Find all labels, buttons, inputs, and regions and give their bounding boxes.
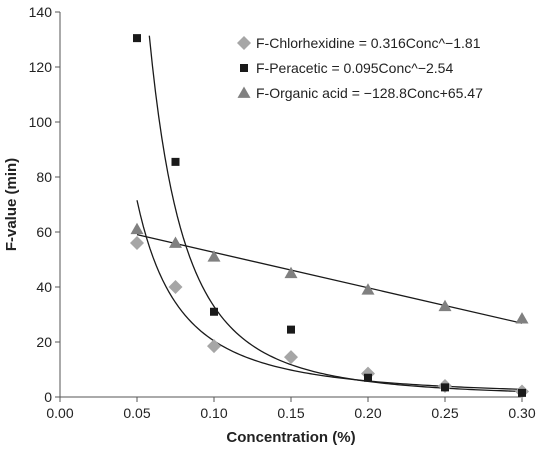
data-point-square	[518, 388, 526, 397]
fit-line-square	[148, 35, 523, 393]
data-point-square	[171, 157, 180, 166]
data-point-diamond	[207, 339, 221, 354]
data-point-square	[287, 325, 295, 334]
x-tick-label: 0.30	[508, 405, 535, 421]
data-point-triangle	[361, 283, 375, 295]
data-points	[130, 34, 529, 399]
data-point-square	[210, 307, 218, 316]
x-tick-label: 0.10	[200, 405, 227, 421]
y-tick-label: 0	[44, 389, 52, 405]
data-point-triangle	[130, 222, 144, 235]
x-tick-label: 0.05	[123, 405, 150, 421]
data-point-triangle	[515, 312, 529, 324]
data-point-square	[364, 373, 372, 382]
data-point-triangle	[438, 299, 452, 312]
y-tick-label: 40	[36, 279, 52, 295]
data-point-square	[441, 383, 449, 392]
x-axis-title: Concentration (%)	[226, 429, 355, 446]
y-tick-label: 140	[29, 4, 53, 20]
legend-label: F-Peracetic = 0.095Conc^−2.54	[256, 60, 453, 76]
y-tick-label: 80	[36, 169, 52, 185]
data-point-triangle	[284, 266, 298, 279]
legend: F-Chlorhexidine = 0.316Conc^−1.81 F-Perac…	[237, 35, 483, 101]
y-tick-label: 120	[29, 59, 53, 75]
fit-lines	[136, 35, 523, 393]
y-tick-label: 100	[29, 114, 53, 130]
legend-marker-square	[240, 64, 248, 72]
legend-marker-diamond	[237, 36, 251, 50]
axes: 0 20 40 60 80 100 120 140 0.00 0.05 0.10 0.15 0.20 0.…	[3, 4, 536, 446]
data-point-square	[133, 34, 141, 43]
y-axis-title: F-value (min)	[3, 158, 20, 251]
data-point-triangle	[169, 236, 182, 248]
x-tick-label: 0.25	[431, 405, 458, 421]
x-tick-label: 0.00	[46, 405, 73, 421]
x-tick-label: 0.20	[354, 405, 381, 421]
y-tick-label: 20	[36, 334, 52, 350]
y-tick-label: 60	[36, 224, 52, 240]
data-point-triangle	[207, 250, 221, 262]
data-point-diamond	[284, 350, 298, 365]
data-point-diamond	[168, 280, 183, 294]
legend-label: F-Chlorhexidine = 0.316Conc^−1.81	[256, 35, 481, 51]
legend-label: F-Organic acid = −128.8Conc+65.47	[256, 85, 483, 101]
legend-marker-triangle	[237, 86, 251, 98]
fit-line-triangle	[136, 234, 523, 324]
x-tick-label: 0.15	[277, 405, 304, 421]
data-point-diamond	[130, 236, 144, 250]
fit-line-diamond	[136, 200, 523, 390]
